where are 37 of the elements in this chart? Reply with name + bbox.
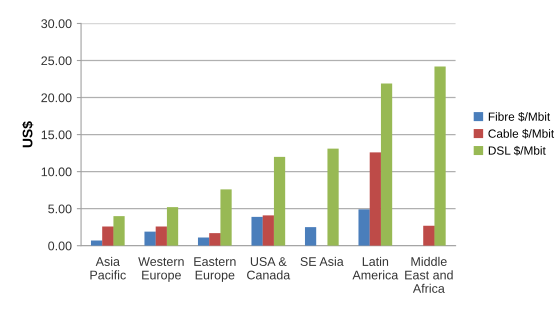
- bar: [327, 148, 339, 246]
- bar: [113, 216, 125, 246]
- bar: [358, 209, 370, 246]
- bar: [434, 66, 446, 246]
- y-tick-label: 10.00: [42, 167, 72, 176]
- bar: [144, 232, 156, 246]
- y-tick-label: 15.00: [42, 130, 72, 140]
- y-tick-label: 30.00: [41, 19, 72, 28]
- x-tick-label: Western Europe: [138, 257, 184, 282]
- x-tick-label: SE Asia: [300, 256, 344, 266]
- bar: [423, 226, 434, 246]
- y-tick-label: 0.00: [48, 242, 72, 250]
- y-tick-label: 5.00: [48, 204, 72, 214]
- x-tick-label: Eastern Europe: [194, 257, 236, 282]
- x-tick-label: Latin America: [352, 256, 398, 280]
- x-tick-label: Asia Pacific: [90, 256, 126, 280]
- bar: [251, 216, 263, 246]
- bar: [370, 152, 381, 246]
- y-tick-label: 25.00: [41, 56, 72, 66]
- bar: [274, 156, 286, 246]
- x-tick-label: USA & Canada: [247, 257, 290, 280]
- bar: [220, 189, 232, 246]
- bar: [156, 226, 167, 246]
- bar: [304, 227, 316, 246]
- bar: [380, 83, 392, 246]
- bar: [102, 226, 114, 246]
- y-axis-title: US$: [22, 121, 34, 148]
- legend-label: Fibre $/Mbit: [488, 112, 550, 122]
- bar: [90, 240, 102, 246]
- bar: [198, 238, 210, 246]
- bar: [166, 207, 178, 246]
- x-tick-label: Middle East and Africa: [405, 256, 453, 293]
- bar: [209, 233, 220, 246]
- legend-label: DSL $/Mbit: [488, 146, 546, 156]
- bar: [262, 215, 274, 246]
- y-tick-label: 20.00: [41, 93, 72, 102]
- legend-label: Cable $/Mbit: [488, 128, 554, 138]
